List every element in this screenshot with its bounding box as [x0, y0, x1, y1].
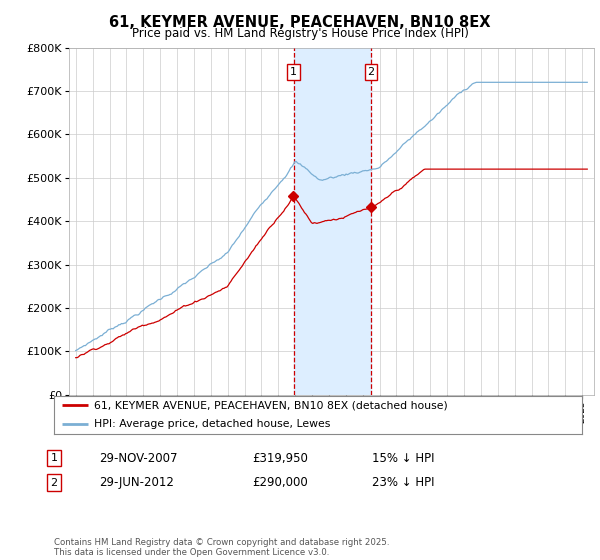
Text: 29-NOV-2007: 29-NOV-2007 [99, 451, 178, 465]
Text: Price paid vs. HM Land Registry's House Price Index (HPI): Price paid vs. HM Land Registry's House … [131, 27, 469, 40]
Text: 2: 2 [50, 478, 58, 488]
Bar [293, 48, 371, 395]
Text: 23% ↓ HPI: 23% ↓ HPI [372, 476, 434, 489]
Text: 29-JUN-2012: 29-JUN-2012 [99, 476, 174, 489]
Text: Contains HM Land Registry data © Crown copyright and database right 2025.
This d: Contains HM Land Registry data © Crown c… [54, 538, 389, 557]
Text: 2: 2 [367, 67, 374, 77]
Text: 1: 1 [50, 453, 58, 463]
Text: 61, KEYMER AVENUE, PEACEHAVEN, BN10 8EX: 61, KEYMER AVENUE, PEACEHAVEN, BN10 8EX [109, 15, 491, 30]
Text: £290,000: £290,000 [252, 476, 308, 489]
Text: 1: 1 [290, 67, 297, 77]
Text: £319,950: £319,950 [252, 451, 308, 465]
Text: 15% ↓ HPI: 15% ↓ HPI [372, 451, 434, 465]
Text: 61, KEYMER AVENUE, PEACEHAVEN, BN10 8EX (detached house): 61, KEYMER AVENUE, PEACEHAVEN, BN10 8EX … [94, 400, 448, 410]
Text: HPI: Average price, detached house, Lewes: HPI: Average price, detached house, Lewe… [94, 419, 330, 430]
